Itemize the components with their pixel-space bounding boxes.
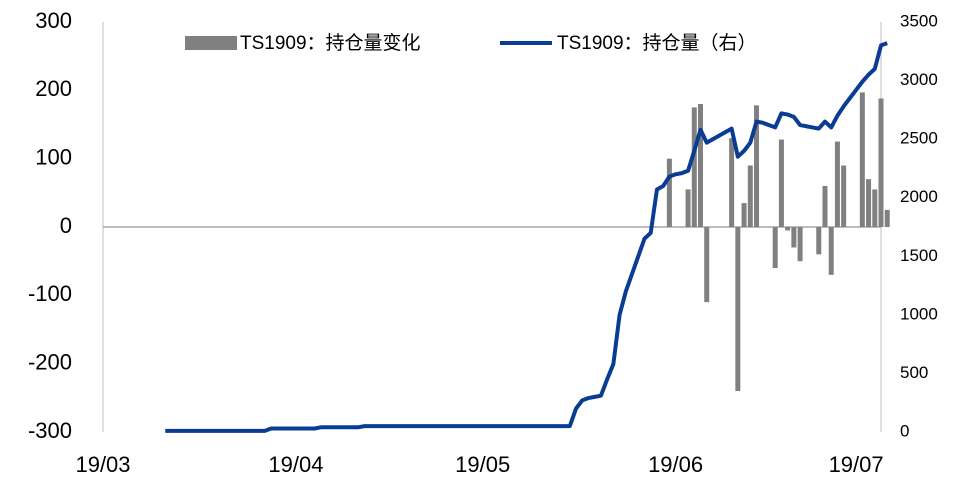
bar xyxy=(747,165,753,227)
y2-tick-label: 2500 xyxy=(900,129,938,148)
y2-tick-label: 1000 xyxy=(900,304,938,323)
bar xyxy=(834,141,840,227)
y-tick-label: -300 xyxy=(28,418,72,443)
y2-tick-label: 3000 xyxy=(900,70,938,89)
bar xyxy=(872,189,878,227)
bar xyxy=(772,227,778,268)
bar xyxy=(859,92,865,227)
y-tick-label: -200 xyxy=(28,349,72,374)
bar xyxy=(884,209,890,227)
y2-tick-label: 500 xyxy=(900,363,928,382)
y-tick-label: 0 xyxy=(60,213,72,238)
x-tick-label: 19/05 xyxy=(455,452,510,477)
y-tick-label: -100 xyxy=(28,281,72,306)
y2-tick-label: 1500 xyxy=(900,246,938,265)
bar xyxy=(704,227,710,303)
y2-tick-label: 3500 xyxy=(900,11,938,30)
x-tick-label: 19/06 xyxy=(648,452,703,477)
bar xyxy=(729,138,735,227)
bar xyxy=(822,186,828,227)
bar xyxy=(841,165,847,227)
legend-label: TS1909：持仓量（右） xyxy=(557,32,757,54)
y2-tick-label: 2000 xyxy=(900,187,938,206)
bar xyxy=(791,227,797,248)
bar xyxy=(778,139,784,227)
y-tick-label: 100 xyxy=(35,144,72,169)
bar xyxy=(866,179,872,227)
bar xyxy=(816,227,822,255)
bar xyxy=(666,158,672,227)
line xyxy=(165,41,888,433)
y-tick-label: 300 xyxy=(35,8,72,33)
bar xyxy=(691,107,697,227)
x-tick-label: 19/03 xyxy=(75,452,130,477)
legend-swatch xyxy=(185,36,237,50)
bar xyxy=(741,203,747,227)
bar xyxy=(797,227,803,262)
y2-tick-label: 0 xyxy=(900,421,909,440)
bar xyxy=(685,189,691,227)
bar xyxy=(785,227,791,231)
legend-label: TS1909：持仓量变化 xyxy=(240,32,421,54)
bar xyxy=(828,227,834,275)
x-tick-label: 19/04 xyxy=(268,452,323,477)
bar xyxy=(878,98,884,228)
bar xyxy=(754,105,760,227)
y-tick-label: 200 xyxy=(35,76,72,101)
bar xyxy=(735,227,741,391)
x-tick-label: 19/07 xyxy=(829,452,884,477)
bar xyxy=(698,104,704,227)
